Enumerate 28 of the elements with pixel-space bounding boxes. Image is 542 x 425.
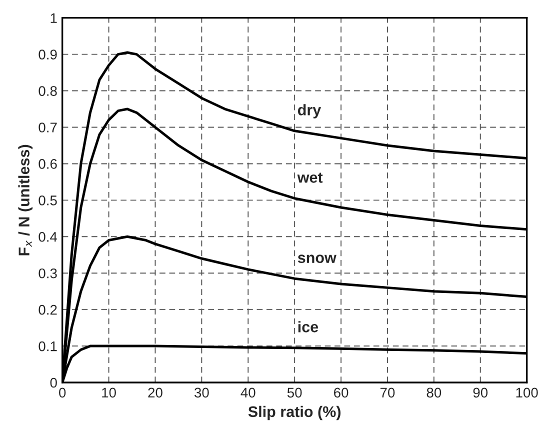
y-tick-label: 0	[50, 378, 57, 388]
x-tick-label: 40	[240, 388, 256, 398]
x-tick-label: 80	[426, 388, 442, 398]
series-label: snow	[298, 254, 336, 264]
x-tick-label: 0	[59, 388, 66, 398]
x-axis-title: Slip ratio (%)	[248, 406, 341, 420]
y-tick-label: 0.4	[38, 232, 58, 242]
y-axis-title: F$_{x}$ / N (unitless)	[18, 144, 32, 256]
x-tick-label: 30	[194, 388, 209, 398]
y-tick-label: 0.7	[38, 122, 57, 132]
y-tick-label: 0.1	[38, 341, 57, 352]
y-tick-label: 0.5	[38, 196, 57, 206]
series-label: dry	[298, 104, 322, 118]
y-tick-label: 0.3	[38, 268, 57, 278]
y-tick-label: 0.6	[38, 159, 57, 169]
x-tick-label: 10	[102, 388, 116, 398]
series-label: wet	[297, 172, 323, 183]
y-tick-label: 0.8	[38, 86, 57, 96]
series-label: ice	[298, 321, 318, 332]
x-tick-label: 70	[380, 388, 395, 398]
x-tick-label: 90	[473, 388, 488, 398]
y-tick-label: 0.2	[38, 304, 57, 315]
y-tick-label: 1	[50, 13, 57, 23]
x-tick-label: 60	[334, 388, 348, 398]
y-tick-label: 0.9	[38, 50, 57, 60]
x-tick-label: 20	[148, 388, 162, 398]
x-tick-label: 50	[287, 388, 302, 398]
x-tick-label: 100	[516, 388, 538, 398]
